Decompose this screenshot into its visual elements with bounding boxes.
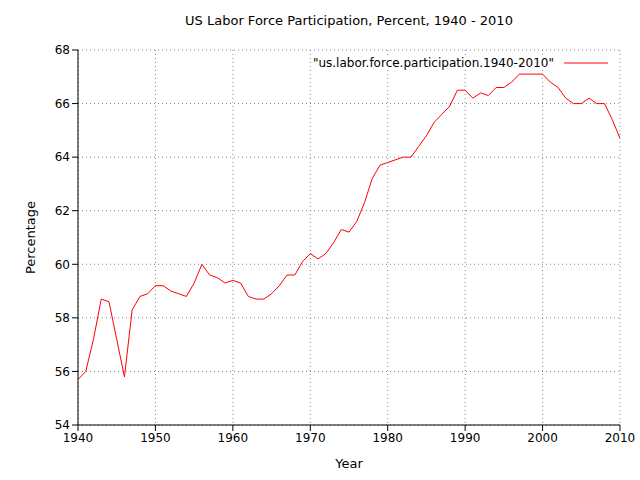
svg-text:2010: 2010: [605, 431, 632, 445]
svg-text:2000: 2000: [527, 431, 558, 445]
svg-text:66: 66: [55, 97, 70, 111]
svg-text:68: 68: [55, 43, 70, 57]
svg-text:1940: 1940: [63, 431, 94, 445]
html-text:US Labor Force Participation,: US Labor Force Participation, Percent, 1…: [185, 13, 513, 28]
svg-text:54: 54: [55, 418, 70, 432]
svg-text:56: 56: [55, 365, 70, 379]
svg-text:64: 64: [55, 150, 70, 164]
svg-text:1970: 1970: [295, 431, 326, 445]
svg-text:Year: Year: [334, 456, 363, 471]
svg-text:62: 62: [55, 204, 70, 218]
html-text:"us.labor.force.participation.: "us.labor.force.participation.1940-2010": [312, 56, 554, 70]
svg-text:58: 58: [55, 311, 70, 325]
svg-text:1990: 1990: [450, 431, 481, 445]
svg-text:60: 60: [55, 258, 70, 272]
svg-text:1980: 1980: [372, 431, 403, 445]
svg-text:1960: 1960: [218, 431, 249, 445]
svg-text:Percentage: Percentage: [23, 201, 38, 274]
svg-text:1950: 1950: [140, 431, 171, 445]
